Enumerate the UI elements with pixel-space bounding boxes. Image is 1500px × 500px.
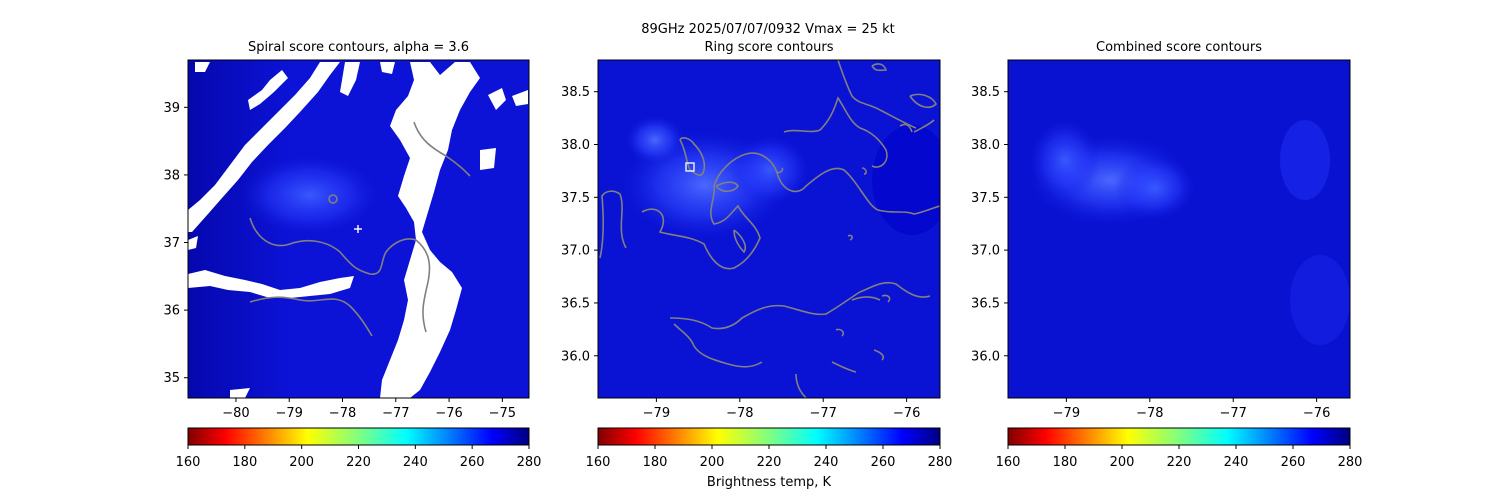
panel-ring	[597, 59, 941, 399]
combined-colorbar-tick-label: 280	[1338, 455, 1363, 470]
figure-suptitle: 89GHz 2025/07/07/0932 Vmax = 25 kt	[641, 22, 895, 37]
ring-ytick-label: 37.5	[561, 191, 590, 206]
combined-colorbar	[1007, 427, 1351, 446]
spiral-colorbar-tick-label: 200	[289, 455, 314, 470]
spiral-xtick-label: −79	[276, 406, 303, 421]
spiral-colorbar-tick-label: 260	[460, 455, 485, 470]
ring-axes-frame	[597, 59, 941, 399]
colorbars: 160 180 200 220 240 260 280 160 180 200 220 240 260 2…	[176, 427, 1363, 490]
ring-xtick-label: −78	[726, 406, 753, 421]
spiral-ytick-label: 36	[163, 304, 180, 319]
ring-ytick-label: 36.5	[561, 296, 590, 311]
combined-colorbar-tick-label: 260	[1281, 455, 1306, 470]
ring-xtick-label: −77	[810, 406, 837, 421]
spiral-colorbar	[187, 427, 530, 446]
spiral-xtick-label: −78	[329, 406, 356, 421]
combined-colorbar-tick-label: 220	[1167, 455, 1192, 470]
combined-colorbar-tick-label: 240	[1224, 455, 1249, 470]
combined-background-field	[1008, 60, 1350, 398]
spiral-colorbar-tick-label: 220	[346, 455, 371, 470]
ring-colorbar-tick-label: 220	[757, 455, 782, 470]
combined-colorbar-tick-label: 200	[1110, 455, 1135, 470]
spiral-xtick-label: −77	[382, 406, 409, 421]
ring-contours	[599, 60, 940, 398]
combined-xtick-label: −78	[1136, 406, 1163, 421]
ring-colorbar-tick-label: 240	[814, 455, 839, 470]
combined-ytick-label: 36.0	[971, 349, 1000, 364]
ring-xtick-label: −79	[643, 406, 670, 421]
spiral-ytick-label: 37	[163, 236, 180, 251]
ring-colorbar-tick-label: 260	[871, 455, 896, 470]
combined-colorbar-tick-label: 180	[1053, 455, 1078, 470]
ring-title: Ring score contours	[704, 40, 833, 55]
spiral-colorbar-tick-label: 280	[517, 455, 542, 470]
ring-colorbar-tick-label: 200	[700, 455, 725, 470]
combined-title: Combined score contours	[1096, 40, 1262, 55]
combined-xtick-label: −77	[1220, 406, 1247, 421]
spiral-xtick-label: −76	[435, 406, 462, 421]
combined-ytick-label: 37.5	[971, 191, 1000, 206]
ring-colorbar	[597, 427, 941, 446]
axes-layer: Spiral score contours, alpha = 3.6 −80 −79…	[163, 40, 1330, 421]
combined-xtick-label: −76	[1303, 406, 1330, 421]
spiral-title: Spiral score contours, alpha = 3.6	[248, 40, 469, 55]
ring-background-field	[598, 60, 940, 398]
spiral-ytick-label: 35	[163, 371, 180, 386]
spiral-ytick-label: 39	[163, 101, 180, 116]
ring-colorbar-tick-label: 160	[586, 455, 611, 470]
combined-ytick-label: 38.5	[971, 85, 1000, 100]
combined-colorbar-tick-label: 160	[996, 455, 1021, 470]
spiral-missing-data	[188, 62, 528, 398]
ring-xtick-label: −76	[893, 406, 920, 421]
panel-combined	[1007, 59, 1351, 399]
spiral-center-marker	[354, 225, 362, 233]
spiral-ytick-label: 38	[163, 168, 180, 183]
combined-axes-frame	[1007, 59, 1351, 399]
combined-ytick-label: 38.0	[971, 138, 1000, 153]
ring-ytick-label: 36.0	[561, 349, 590, 364]
ring-center-marker	[685, 162, 695, 172]
ring-colorbar-tick-label: 280	[928, 455, 953, 470]
combined-ytick-label: 36.5	[971, 296, 1000, 311]
ring-ytick-label: 38.0	[561, 138, 590, 153]
spiral-colorbar-tick-label: 240	[403, 455, 428, 470]
spiral-axes-frame	[187, 59, 530, 399]
colorbar-label: Brightness temp, K	[707, 475, 832, 490]
ring-colorbar-tick-label: 180	[643, 455, 668, 470]
ring-ytick-label: 38.5	[561, 85, 590, 100]
spiral-colorbar-tick-label: 160	[176, 455, 201, 470]
spiral-contours	[249, 121, 471, 337]
spiral-xtick-label: −80	[222, 406, 249, 421]
spiral-colorbar-tick-label: 180	[232, 455, 257, 470]
combined-ytick-label: 37.0	[971, 244, 1000, 259]
spiral-xtick-label: −75	[489, 406, 516, 421]
ring-ytick-label: 37.0	[561, 244, 590, 259]
combined-xtick-label: −79	[1053, 406, 1080, 421]
panel-spiral	[187, 59, 530, 399]
spiral-warm-region	[240, 155, 380, 235]
